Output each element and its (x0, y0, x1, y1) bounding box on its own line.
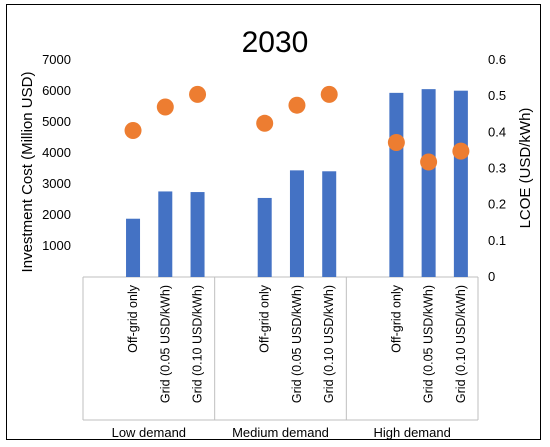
investment-bar (322, 171, 337, 277)
chart-title: 2030 (242, 26, 309, 59)
chart-frame (6, 4, 541, 440)
lcoe-point (288, 96, 306, 114)
category-label: Grid (0.10 USD/kWh) (454, 285, 468, 403)
y2-tick-label: 0.2 (488, 197, 506, 212)
investment-bar (158, 191, 173, 277)
group-label: High demand (374, 425, 451, 440)
category-label: Off-grid only (258, 284, 272, 353)
y2-tick-label: 0.5 (488, 88, 506, 103)
group-label: Medium demand (232, 425, 329, 440)
investment-bar (257, 197, 272, 277)
lcoe-point (387, 133, 405, 151)
category-label: Off-grid only (126, 284, 140, 353)
y-tick-label: 2000 (42, 207, 71, 222)
y-tick-label: 5000 (42, 114, 71, 129)
lcoe-point (189, 85, 207, 103)
y2-axis-title: LCOE (USD/kWh) (517, 108, 534, 229)
category-label: Grid (0.05 USD/kWh) (158, 285, 172, 403)
category-label: Grid (0.10 USD/kWh) (322, 285, 336, 403)
lcoe-point (156, 98, 174, 116)
y2-tick-label: 0.1 (488, 233, 506, 248)
investment-bar (126, 218, 141, 277)
lcoe-point (320, 85, 338, 103)
lcoe-point (420, 153, 438, 171)
investment-bar (453, 90, 468, 277)
category-label: Grid (0.05 USD/kWh) (422, 285, 436, 403)
y2-tick-label: 0.3 (488, 161, 506, 176)
investment-bar (190, 192, 205, 277)
lcoe-point (124, 122, 142, 140)
y-tick-label: 1000 (42, 238, 71, 253)
investment-bar (421, 89, 436, 277)
y2-tick-label: 0.4 (488, 124, 506, 139)
y-tick-label: 7000 (42, 52, 71, 67)
group-label: Low demand (112, 425, 186, 440)
y-axis-title: Investment Cost (Million USD) (19, 72, 36, 273)
investment-bar (289, 170, 304, 277)
category-label: Off-grid only (389, 284, 403, 353)
category-label: Grid (0.10 USD/kWh) (191, 285, 205, 403)
y-tick-label: 6000 (42, 83, 71, 98)
investment-bar (389, 92, 404, 277)
y-tick-label: 4000 (42, 145, 71, 160)
y2-tick-label: 0 (488, 269, 495, 284)
lcoe-point (256, 114, 274, 132)
category-label: Grid (0.05 USD/kWh) (290, 285, 304, 403)
lcoe-point (452, 142, 470, 160)
plot-layer: 1000 2000 3000 4000 5000 6000 7000 0 0.1 0.2 0.3 0.… (42, 52, 506, 440)
y-tick-label: 3000 (42, 176, 71, 191)
y2-tick-label: 0.6 (488, 52, 506, 67)
